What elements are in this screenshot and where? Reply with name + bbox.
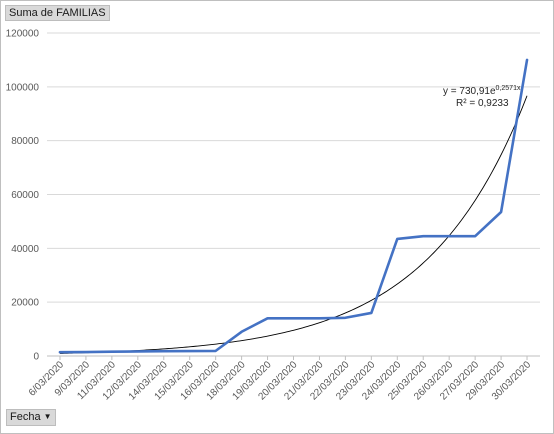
values-field-label: Suma de FAMILIAS	[9, 7, 106, 19]
y-tick-label: 120000	[6, 29, 40, 40]
axis-field-button[interactable]: Fecha ▼	[6, 409, 56, 426]
y-tick-label: 80000	[11, 136, 39, 147]
values-field-button[interactable]: Suma de FAMILIAS	[5, 5, 110, 21]
trendline-equation: y = 730,91e0,2571x	[443, 85, 521, 97]
y-tick-label: 100000	[6, 82, 40, 93]
y-tick-label: 20000	[11, 298, 39, 309]
trendline	[59, 95, 528, 354]
y-tick-label: 40000	[11, 244, 39, 255]
dropdown-arrow-icon: ▼	[43, 412, 52, 422]
trendline-r2: R² = 0,9233	[456, 98, 509, 109]
axis-field-label: Fecha	[10, 411, 41, 423]
y-tick-label: 0	[33, 352, 39, 363]
y-tick-label: 60000	[11, 190, 39, 201]
